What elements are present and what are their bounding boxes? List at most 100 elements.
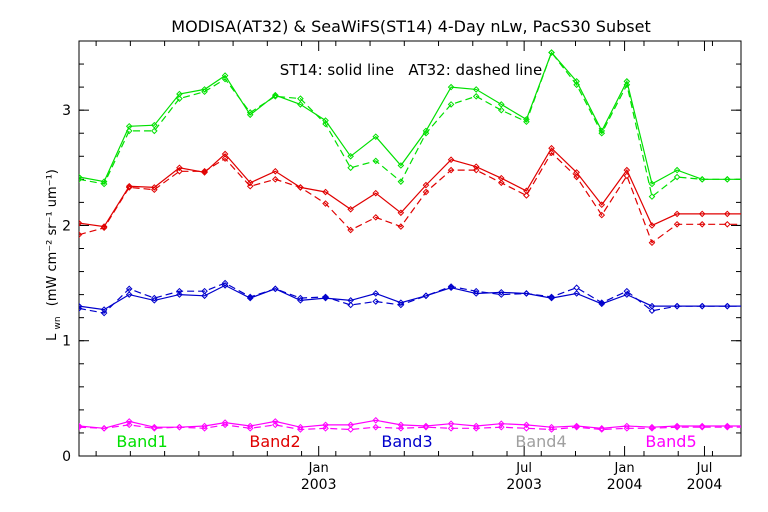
band2-dashed-point [623,172,631,180]
legend-band3: Band3 [381,432,432,451]
band2-dashed-point [698,220,706,228]
band1-solid-point [761,177,766,182]
band3-dashed-point [761,304,766,309]
band1-solid-point [347,152,354,160]
band1-dashed-point [297,95,304,102]
band2-dashed-point [151,186,158,194]
band5-dashed-point [176,423,183,431]
band3-dashed-point [125,285,133,293]
band2-dashed-point [397,223,405,230]
band5-dashed-point [472,425,480,432]
band3-solid-point [125,291,133,298]
series-band1 [79,49,766,200]
y-axis-label-units: (mW cm⁻² sr⁻¹ um⁻¹) [45,169,60,306]
band3-dashed-point [723,302,731,310]
band3-solid-point [745,304,750,309]
band1-solid-point [372,133,380,140]
band5-solid-line [79,419,741,429]
band5-solid-point [79,422,83,430]
band2-solid-point [79,219,83,227]
band5-solid-point [498,420,505,428]
x-tick-year-label: 2003 [506,477,542,493]
band3-dashed-point [397,301,405,309]
band1-dashed-point [472,93,480,100]
band5-solid-point [397,421,405,429]
band5-dashed-point [297,426,304,433]
band2-dashed-point [372,214,380,221]
band3-dashed-point [246,293,254,301]
band5-solid-point [698,422,706,430]
band1-solid-point [272,91,279,99]
band1-dashed-point [447,101,455,108]
band3-dashed-point [472,287,480,295]
band1-dashed-point [648,193,656,200]
x-tick-month-label: Jul [515,461,532,476]
band2-solid-point [176,164,183,172]
band5-dashed-point [598,426,606,433]
band2-dashed-point [498,179,505,187]
band5-solid-point [745,423,750,428]
band5-solid-point [125,418,133,425]
series-band3 [79,279,766,317]
band2-solid-point [246,179,254,187]
band1-dashed-point [498,106,505,114]
band1-solid-point [745,177,750,182]
band5-dashed-point [347,426,354,433]
band1-dashed-point [761,177,766,182]
band2-solid-point [125,182,133,190]
band2-dashed-point [745,222,750,227]
band5-solid-point [322,421,329,429]
band5-solid-point [523,421,530,429]
band5-dashed-point [397,425,405,432]
y-tick-label: 2 [62,218,71,234]
band5-dashed-point [447,425,455,432]
y-tick-label: 3 [62,103,71,119]
band5-dashed-point [422,423,430,431]
band5-solid-point [246,422,254,430]
band1-dashed-point [623,81,631,89]
band5-dashed-point [673,423,681,431]
band3-dashed-point [523,290,530,297]
band3-solid-point [761,304,766,309]
band5-solid-point [151,423,158,431]
band5-solid-point [573,422,580,430]
band2-dashed-point [573,173,580,181]
band5-solid-point [272,418,279,425]
band5-dashed-point [548,426,555,433]
band5-solid-point [372,416,380,424]
band2-dashed-point [79,231,83,238]
band1-dashed-point [523,118,530,126]
band2-dashed-point [246,182,254,190]
band2-solid-point [472,163,480,170]
band5-solid-point [761,423,766,428]
y-axis-label-subscript: wn [53,316,63,329]
band1-solid-point [648,180,656,188]
band5-solid-point [598,425,606,432]
band3-dashed-point [151,294,158,302]
band3-dashed-point [745,304,750,309]
y-tick-label: 1 [62,334,71,350]
band5-solid-point [723,422,731,430]
band3-dashed-line [79,282,741,314]
x-tick-month-label: Jan [614,461,635,476]
band2-dashed-point [598,211,606,219]
x-tick-month-label: Jul [696,461,713,476]
band3-dashed-point [698,302,706,310]
band2-dashed-point [422,188,430,196]
band1-solid-point [472,86,480,93]
series-band5 [79,416,766,433]
svg-text:L wn (mW cm⁻² sr⁻¹: L wn (mW cm⁻² sr⁻¹ um⁻¹) [45,169,64,341]
y-axis-label-main: L [45,333,60,341]
legend-band4: Band4 [515,432,566,451]
band1-dashed-point [100,180,108,188]
band1-dashed-point [422,129,430,137]
band2-solid-point [673,210,681,218]
band1-dashed-point [548,49,555,56]
band5-dashed-point [623,425,631,432]
band1-dashed-point [598,129,606,137]
band3-dashed-point [221,279,229,287]
band2-solid-point [151,184,158,191]
band5-dashed-point [151,425,158,432]
band5-dashed-line [79,424,741,431]
